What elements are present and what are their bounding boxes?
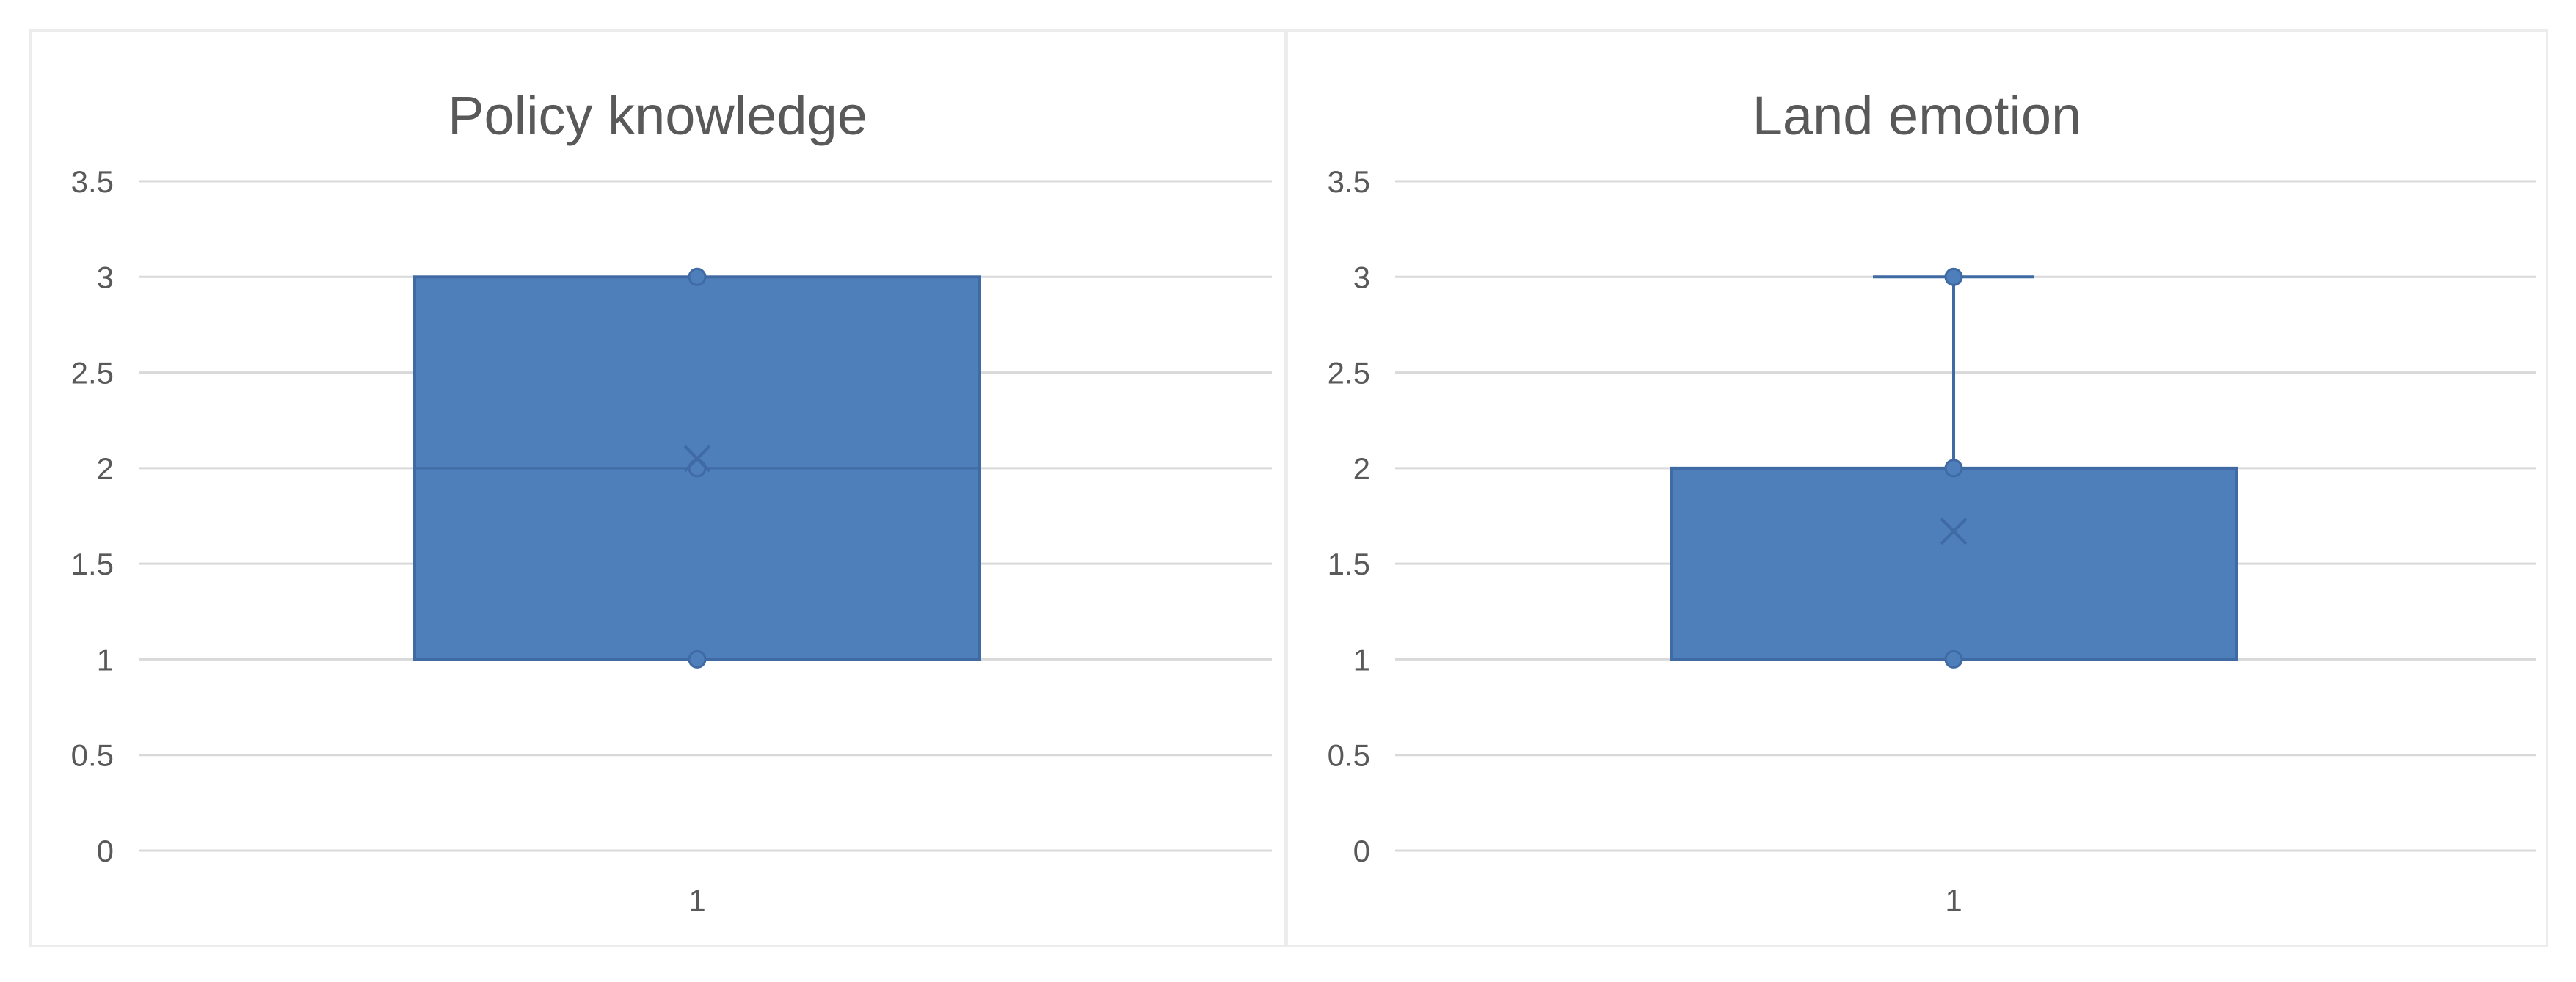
box-plot-policy-knowledge: 0 0.5 1 1.5 2 2.5 3 3.5 1: [71, 164, 1272, 917]
y-tick-label: 0: [97, 834, 114, 868]
x-tick-label: 1: [1945, 883, 1962, 917]
y-tick-label: 3.5: [1328, 164, 1370, 199]
data-point: [688, 267, 707, 286]
y-tick-label: 1.5: [71, 547, 114, 581]
iqr-box: [1670, 466, 2238, 661]
chart-title: Land emotion: [1752, 85, 2082, 146]
chart-title: Policy knowledge: [448, 85, 867, 146]
mean-marker-stroke: [683, 445, 711, 473]
y-tick-label: 3.5: [71, 164, 114, 199]
y-tick-label: 3: [97, 260, 114, 294]
data-point: [1944, 267, 1963, 286]
mean-marker-stroke: [1940, 517, 1968, 545]
y-tick-label: 0: [1353, 834, 1370, 868]
y-tick-label: 1.5: [1328, 547, 1370, 581]
y-tick-label: 2.5: [1328, 356, 1370, 390]
mean-marker: [1940, 517, 1968, 545]
y-tick-label: 2.5: [71, 356, 114, 390]
y-tick-label: 2: [97, 451, 114, 486]
y-tick-label: 1: [97, 642, 114, 677]
data-point: [688, 650, 707, 669]
y-tick-label: 1: [1353, 642, 1370, 677]
y-tick-label: 2: [1353, 451, 1370, 486]
y-tick-label: 0.5: [1328, 738, 1370, 773]
chart-panel-policy-knowledge: Policy knowledge 0 0.5 1 1.5 2 2.5 3 3.5 1: [29, 29, 1286, 947]
box-plot-land-emotion: 0 0.5 1 1.5 2 2.5 3 3.5 1: [1328, 164, 2536, 917]
data-point: [1944, 650, 1963, 669]
mean-marker: [683, 445, 711, 473]
x-tick-label: 1: [688, 883, 705, 917]
chart-panel-land-emotion: Land emotion 0 0.5 1 1.5 2 2.5 3 3.5 1: [1286, 29, 2548, 947]
data-point: [1944, 459, 1963, 478]
y-tick-label: 0.5: [71, 738, 114, 773]
y-tick-label: 3: [1353, 260, 1370, 294]
